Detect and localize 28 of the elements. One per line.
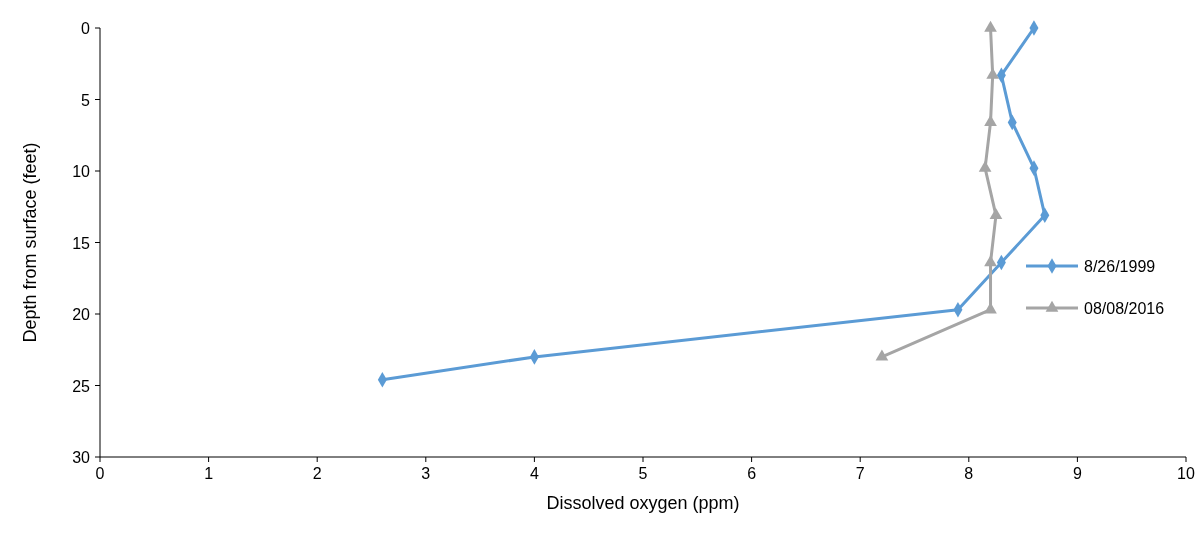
point xyxy=(984,255,997,267)
x-tick-label: 3 xyxy=(421,465,431,482)
x-tick-label: 1 xyxy=(204,465,214,482)
y-tick-label: 15 xyxy=(72,234,91,252)
y-tick-label: 30 xyxy=(72,449,91,466)
y-axis-title: Depth from surface (feet) xyxy=(20,142,40,343)
x-tick-label: 5 xyxy=(638,465,648,482)
y-tick-label: 20 xyxy=(72,306,91,323)
point xyxy=(978,160,992,172)
point xyxy=(989,207,1003,219)
y-tick-label: 25 xyxy=(72,377,91,395)
x-tick-label: 6 xyxy=(747,465,757,482)
point xyxy=(875,349,889,361)
x-tick-label: 2 xyxy=(312,465,322,482)
x-tick-label: 10 xyxy=(1177,465,1195,482)
x-tick-label: 8 xyxy=(964,465,974,482)
legend-label: 08/08/2016 xyxy=(1084,300,1165,317)
y-tick-label: 10 xyxy=(72,163,91,180)
x-tick-label: 9 xyxy=(1072,465,1082,482)
point xyxy=(984,115,997,127)
point xyxy=(984,20,997,32)
y-tick-label: 5 xyxy=(81,91,91,109)
x-tick-label: 4 xyxy=(529,465,539,482)
x-tick-label: 7 xyxy=(855,465,865,482)
legend-label: 8/26/1999 xyxy=(1084,258,1156,275)
x-axis-title: Dissolved oxygen (ppm) xyxy=(546,493,740,513)
x-tick-label: 0 xyxy=(95,465,105,482)
y-tick-label: 0 xyxy=(81,20,91,37)
